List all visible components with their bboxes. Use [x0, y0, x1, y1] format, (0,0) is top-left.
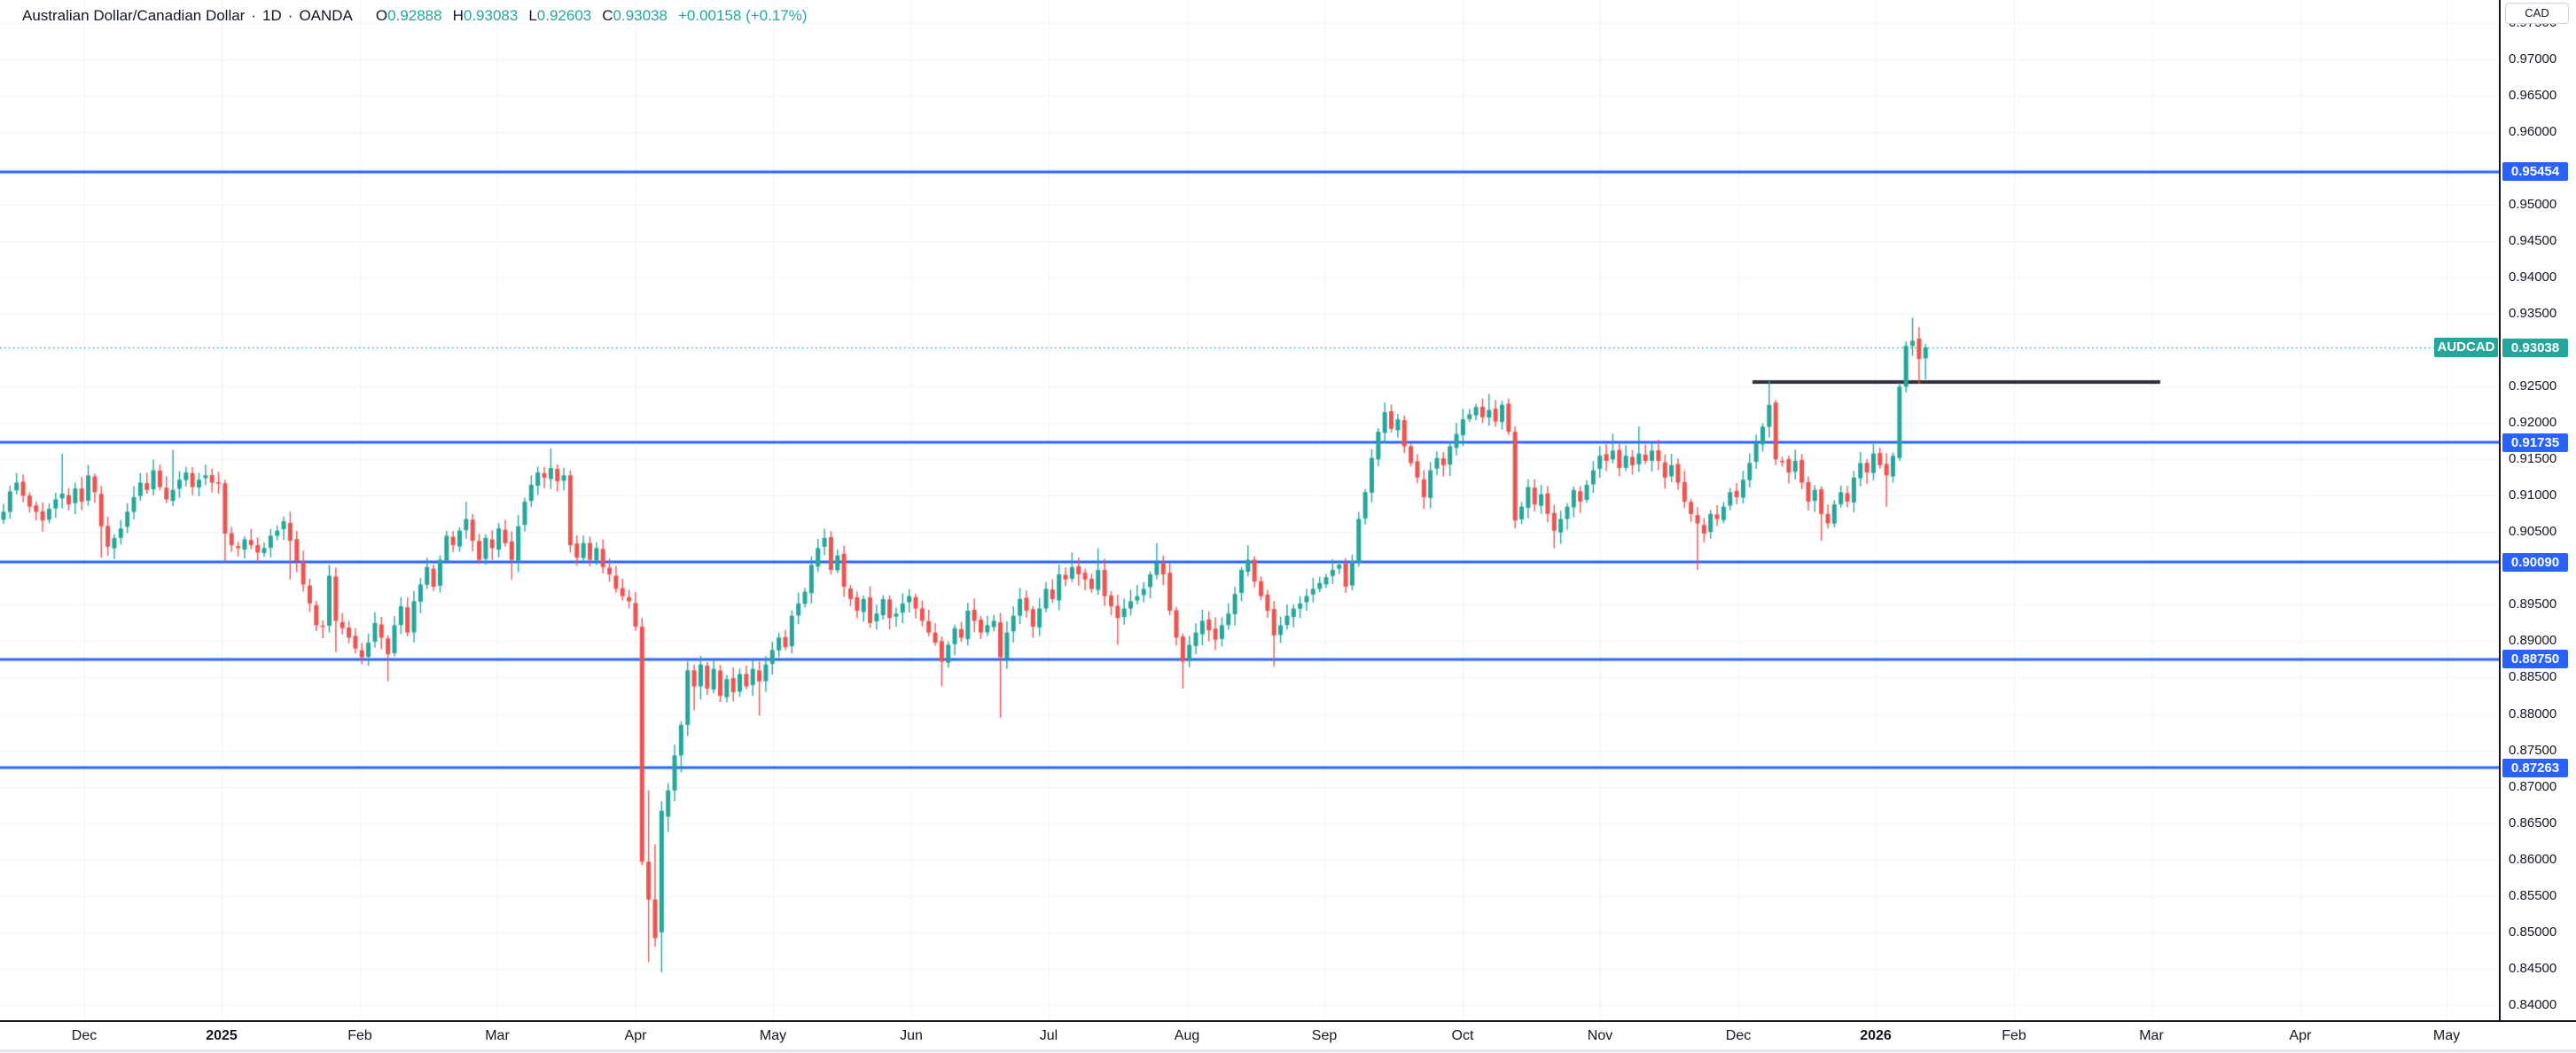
- price-tick-label: 0.84000: [2509, 996, 2557, 1012]
- chart-legend: Australian Dollar/Canadian Dollar · 1D · OAN…: [22, 6, 808, 26]
- exchange-label: OANDA: [299, 7, 353, 24]
- level-price-label: 0.87263: [2502, 758, 2568, 777]
- price-tick-label: 0.87000: [2509, 778, 2557, 794]
- price-tick-label: 0.97000: [2509, 51, 2557, 66]
- time-axis-month-label: Mar: [485, 1028, 510, 1043]
- price-tick-label: 0.88000: [2509, 706, 2557, 722]
- time-axis[interactable]: Dec 2025 Feb Mar Apr May Jun Jul Aug Sep Oct Nov Dec…: [0, 1021, 2576, 1050]
- level-price-label: 0.91735: [2502, 433, 2568, 452]
- time-axis-month-label: Dec: [71, 1028, 98, 1043]
- price-tick-label: 0.92500: [2509, 378, 2557, 394]
- price-tick-label: 0.86500: [2509, 815, 2557, 831]
- open-label: O: [375, 7, 388, 24]
- time-axis-month-label: Dec: [1725, 1028, 1752, 1043]
- price-tick-label: 0.84500: [2509, 960, 2557, 976]
- high-value: 0.93083: [463, 7, 519, 24]
- price-tick-label: 0.95000: [2509, 197, 2557, 213]
- price-tick-label: 0.96000: [2509, 123, 2557, 139]
- price-tick-label: 0.87500: [2509, 742, 2557, 758]
- symbol-title[interactable]: Australian Dollar/Canadian Dollar: [22, 7, 246, 24]
- time-axis-month-label: Feb: [347, 1028, 372, 1043]
- close-value: 0.93038: [613, 7, 667, 24]
- time-axis-border: [0, 1020, 2576, 1022]
- current-price-label: 0.93038: [2502, 338, 2568, 357]
- time-axis-month-label: Jun: [900, 1028, 923, 1043]
- time-axis-month-label: Nov: [1587, 1028, 1613, 1043]
- price-tick-label: 0.91000: [2509, 488, 2557, 503]
- price-tick-label: 0.92000: [2509, 415, 2557, 431]
- time-axis-month-label: Feb: [2002, 1028, 2026, 1043]
- price-tick-label: 0.89000: [2509, 633, 2557, 649]
- close-label: C: [602, 7, 613, 24]
- time-axis-month-label: Sep: [1311, 1028, 1338, 1043]
- time-axis-year-label: 2025: [206, 1028, 238, 1043]
- price-tick-label: 0.89500: [2509, 597, 2557, 612]
- open-value: 0.92888: [387, 7, 442, 24]
- bottom-divider: [0, 1049, 2576, 1052]
- price-tick-label: 0.90500: [2509, 524, 2557, 540]
- time-axis-month-label: May: [759, 1028, 787, 1043]
- level-price-label: 0.88750: [2502, 650, 2568, 669]
- price-tick-label: 0.85500: [2509, 887, 2557, 903]
- level-price-label: 0.95454: [2502, 162, 2568, 182]
- low-label: L: [528, 7, 537, 24]
- legend-separator-2: ·: [287, 7, 293, 24]
- time-axis-month-label: Mar: [2139, 1028, 2164, 1043]
- price-tick-label: 0.86000: [2509, 851, 2557, 867]
- price-axis-border: [2499, 0, 2501, 1021]
- level-price-label: 0.90090: [2502, 552, 2568, 572]
- time-axis-month-label: Oct: [1451, 1028, 1474, 1043]
- price-tick-label: 0.85000: [2509, 924, 2557, 940]
- price-tick-label: 0.96500: [2509, 87, 2557, 103]
- price-tick-label: 0.91500: [2509, 451, 2557, 467]
- interval-label[interactable]: 1D: [262, 7, 282, 24]
- legend-separator-1: ·: [251, 7, 257, 24]
- time-axis-month-label: Jul: [1039, 1028, 1058, 1043]
- time-axis-year-label: 2026: [1860, 1028, 1892, 1043]
- time-axis-month-label: Apr: [2289, 1028, 2312, 1043]
- time-axis-month-label: May: [2432, 1028, 2461, 1043]
- change-value: +0.00158 (+0.17%): [677, 7, 808, 24]
- price-axis[interactable]: 0.975000.970000.965000.960000.955000.950…: [2500, 0, 2576, 1021]
- time-axis-month-label: Apr: [624, 1028, 647, 1043]
- price-tick-label: 0.94500: [2509, 233, 2557, 249]
- price-tick-label: 0.94000: [2509, 269, 2557, 285]
- currency-unit-button[interactable]: CAD: [2505, 3, 2569, 24]
- price-tick-label: 0.88500: [2509, 669, 2557, 685]
- time-axis-month-label: Aug: [1174, 1028, 1200, 1043]
- high-label: H: [452, 7, 464, 24]
- ohlc-values: O0.92888 H0.93083 L0.92603 C0.93038 +0.00158…: [365, 7, 808, 24]
- symbol-price-badge: AUDCAD: [2434, 338, 2498, 358]
- low-value: 0.92603: [536, 7, 592, 24]
- price-tick-label: 0.93500: [2509, 306, 2557, 322]
